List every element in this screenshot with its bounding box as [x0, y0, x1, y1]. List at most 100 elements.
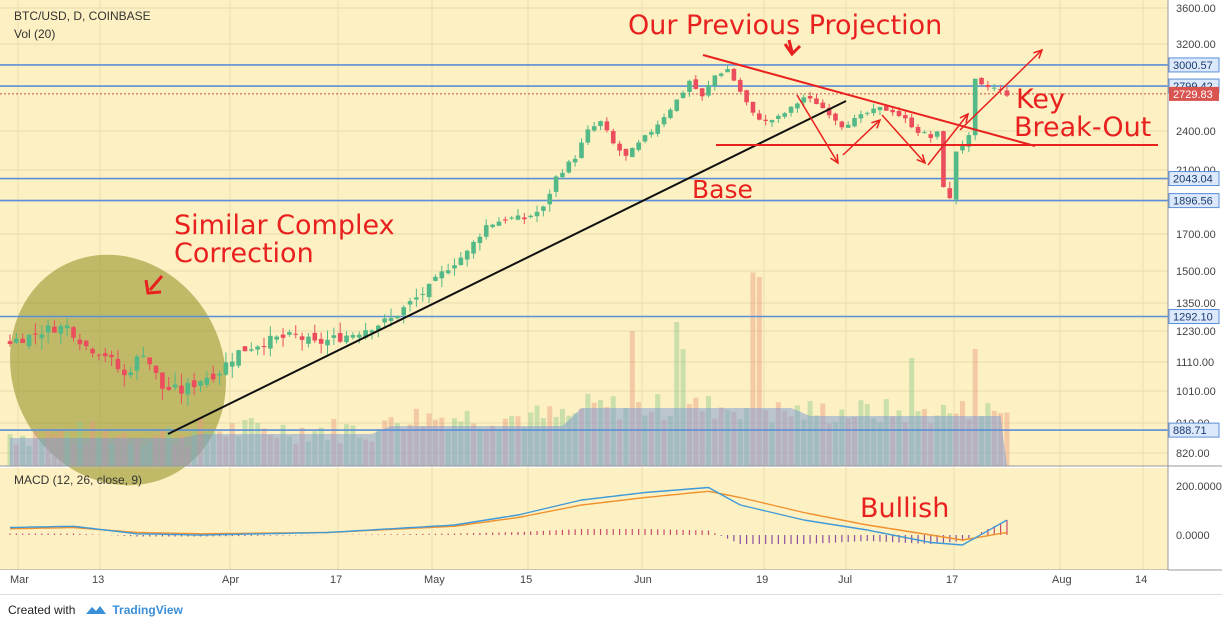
candle-body: [58, 325, 64, 334]
candle-body: [236, 350, 241, 366]
last-price-tag-label: 2729.83: [1173, 89, 1213, 101]
candle-body: [693, 79, 699, 89]
candle-body: [414, 297, 419, 300]
time-tick-label: 14: [1135, 574, 1147, 586]
macd-line: [9, 486, 1008, 546]
candle-body: [242, 346, 248, 352]
candle-body: [166, 387, 172, 390]
volume-bar: [680, 349, 686, 466]
candle-body: [376, 325, 381, 331]
price-tick-label: 3600.00: [1176, 3, 1216, 15]
level-price-tag-label: 3000.57: [1173, 60, 1213, 72]
candle-body: [547, 193, 553, 205]
level-price-tag: [1168, 193, 1220, 209]
candle-body: [490, 224, 495, 228]
time-tick-label: 15: [520, 574, 532, 586]
candle-body: [401, 307, 406, 316]
candle-body: [477, 236, 483, 244]
breakout-annotation-line1: Key: [1016, 84, 1065, 115]
candle-body: [591, 126, 597, 131]
candle-body: [598, 121, 603, 127]
candle-body: [229, 361, 235, 367]
candle-body: [255, 346, 260, 350]
wave-arrow-1: [796, 94, 839, 164]
candle-body: [20, 338, 25, 344]
wave-arrow-4: [927, 113, 969, 166]
candle-body: [122, 369, 127, 376]
tradingview-link[interactable]: TradingView: [112, 603, 183, 617]
candle-body: [191, 380, 197, 388]
price-tick-label: 1010.00: [1176, 386, 1216, 398]
candle-body: [39, 334, 45, 339]
correction-annotation-line2: Correction: [174, 238, 314, 269]
candle-body: [852, 118, 857, 127]
candle-body: [661, 117, 667, 125]
candle-body: [826, 107, 832, 116]
candle-body: [464, 250, 470, 260]
candle-body: [407, 301, 413, 305]
candle-body: [223, 362, 229, 375]
macd-tick-label: 200.0000: [1176, 481, 1222, 493]
candle-body: [344, 335, 349, 343]
candle-body: [445, 270, 451, 274]
created-with-text: Created with: [8, 603, 76, 617]
price-chart[interactable]: 3600.003200.002800.002400.002100.001900.…: [0, 0, 1222, 594]
tradingview-logo-icon: [86, 606, 107, 614]
time-tick-label: Jun: [634, 574, 652, 586]
correction-annotation-line1: Similar Complex: [174, 210, 395, 241]
candle-body: [268, 335, 273, 349]
candle-body: [687, 80, 692, 92]
candle-body: [776, 115, 781, 119]
level-price-tag: [1168, 309, 1220, 325]
candle-body: [115, 359, 121, 370]
candle-body: [160, 372, 165, 389]
candle-body: [560, 172, 565, 178]
projection-annotation: Our Previous Projection: [628, 10, 942, 41]
macd-signal-line: [9, 490, 1008, 541]
candle-body: [864, 112, 870, 114]
candle-body: [985, 85, 991, 88]
candle-body: [915, 126, 921, 133]
candle-body: [979, 77, 984, 85]
candle-body: [833, 113, 838, 121]
candle-body: [991, 87, 997, 89]
candle-body: [884, 106, 889, 111]
time-tick-label: Mar: [10, 574, 29, 586]
candle-body: [566, 161, 572, 173]
time-axis-background: [0, 570, 1168, 594]
candle-body: [363, 330, 368, 338]
bullish-annotation: Bullish: [860, 493, 949, 524]
candle-body: [299, 336, 305, 340]
wave-arrow-3-head: [916, 154, 927, 165]
wave-arrow-2: [842, 119, 881, 156]
volume-bar: [629, 331, 635, 466]
candle-body: [293, 333, 299, 335]
candle-body: [128, 372, 133, 376]
candle-body: [306, 336, 311, 344]
candle-body: [433, 276, 438, 281]
candle-body: [147, 357, 152, 365]
candle-body: [731, 69, 737, 81]
candle-body: [96, 354, 102, 356]
candle-body: [509, 217, 514, 219]
candle-body: [522, 217, 527, 220]
price-tick-label: 1700.00: [1176, 229, 1216, 241]
candle-body: [458, 257, 464, 265]
time-tick-label: Jul: [838, 574, 852, 586]
candle-body: [204, 377, 210, 385]
time-tick-label: 17: [330, 574, 342, 586]
candle-body: [623, 148, 629, 156]
candle-body: [788, 106, 794, 113]
candle-body: [388, 318, 394, 321]
candle-body: [534, 211, 540, 217]
candle-body: [541, 206, 546, 211]
candle-body: [953, 151, 959, 200]
candle-body: [325, 339, 330, 346]
candle-body: [960, 145, 965, 151]
macd-label: MACD (12, 26, close, 9): [14, 473, 142, 487]
candle-body: [871, 108, 876, 114]
candle-body: [185, 382, 191, 395]
candle-body: [763, 119, 768, 121]
candle-body: [210, 373, 216, 380]
candle-body: [102, 353, 108, 357]
